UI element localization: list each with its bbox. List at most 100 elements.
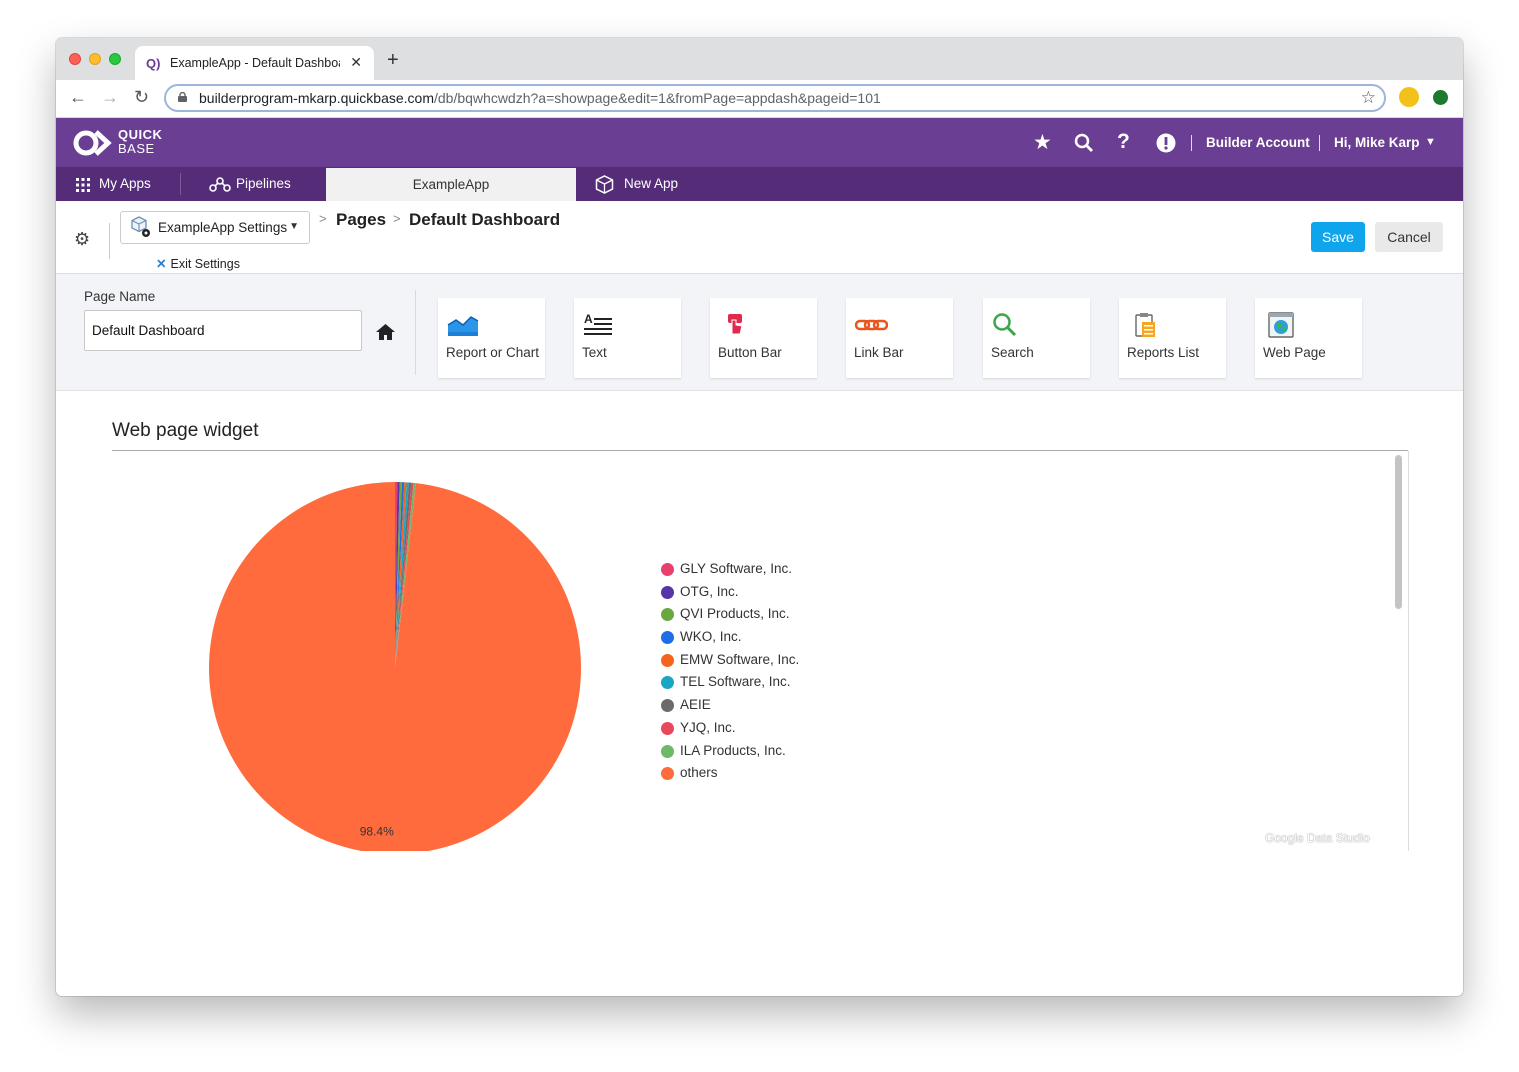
nav-new-app[interactable]: New App — [624, 176, 679, 191]
minimize-window-button[interactable] — [89, 53, 101, 65]
tab-strip: Q) ExampleApp - Default Dashboard ✕ + — [56, 38, 1463, 80]
button-bar-icon — [728, 314, 743, 335]
apps-grid-icon — [76, 178, 90, 192]
page-name-value: Default Dashboard — [92, 323, 205, 338]
legend-label: OTG, Inc. — [680, 583, 739, 599]
exit-settings-link[interactable]: ✕ Exit Settings — [156, 256, 240, 271]
widget-label: Text — [582, 345, 607, 360]
user-menu-caret-icon[interactable]: ▼ — [1425, 136, 1436, 148]
close-window-button[interactable] — [69, 53, 81, 65]
widget-text[interactable]: A Text — [574, 298, 681, 378]
web-page-frame: 98.4% GLY Software, Inc. OTG, Inc. QVI Pro… — [112, 451, 1409, 851]
pipelines-icon — [209, 177, 231, 192]
page-name-label: Page Name — [84, 289, 156, 304]
settings-bar: ⚙ ExampleApp Settings ▼ ✕ Exit Settings >… — [56, 201, 1463, 274]
widget-button-bar[interactable]: Button Bar — [710, 298, 817, 378]
address-bar[interactable]: builderprogram-mkarp.quickbase.com/db/bq… — [164, 84, 1386, 112]
browser-toolbar: ← → ↻ builderprogram-mkarp.quickbase.com… — [56, 80, 1463, 118]
legend-swatch — [661, 699, 674, 713]
lock-icon — [178, 92, 187, 102]
app-header: QUICK BASE ★ ? Builder Account Hi, Mike … — [56, 118, 1463, 167]
pie-slice[interactable] — [395, 482, 407, 668]
breadcrumb-pages[interactable]: Pages — [336, 210, 387, 229]
forward-icon[interactable]: → — [101, 87, 119, 107]
tab-title: ExampleApp - Default Dashboard — [170, 56, 340, 70]
pie-slice[interactable] — [395, 482, 412, 668]
pie-chart: 98.4% — [209, 482, 581, 851]
breadcrumb-chevron-icon: > — [319, 211, 327, 226]
maximize-window-button[interactable] — [109, 53, 121, 65]
browser-tab[interactable]: Q) ExampleApp - Default Dashboard ✕ — [135, 46, 374, 80]
back-icon[interactable]: ← — [69, 87, 87, 107]
legend-label: EMW Software, Inc. — [680, 651, 800, 667]
legend-swatch — [661, 563, 674, 576]
pie-slice[interactable] — [395, 482, 402, 668]
nav-active-app[interactable]: ExampleApp — [326, 168, 576, 201]
reload-icon[interactable]: ↻ — [134, 87, 150, 107]
cancel-button[interactable]: Cancel — [1375, 222, 1443, 252]
widget-link-bar[interactable]: Link Bar — [846, 298, 953, 378]
google-data-studio-watermark: Google Data Studio — [1265, 831, 1370, 845]
settings-divider — [109, 223, 110, 259]
svg-text:A: A — [584, 312, 593, 326]
page-name-input[interactable]: Default Dashboard — [84, 310, 362, 351]
widget-label: Search — [991, 345, 1034, 360]
close-x-icon: ✕ — [156, 257, 167, 271]
app-settings-dropdown[interactable]: ExampleApp Settings ▼ — [120, 211, 310, 244]
widget-title: Web page widget — [112, 420, 259, 441]
pie-slice[interactable] — [395, 482, 416, 668]
logo-line1: QUICK — [118, 127, 163, 142]
pie-slice[interactable] — [395, 482, 409, 668]
widget-search[interactable]: Search — [983, 298, 1090, 378]
widget-label: Report or Chart — [446, 345, 540, 360]
browser-window: Q) ExampleApp - Default Dashboard ✕ + ← … — [56, 38, 1463, 996]
widget-label: Button Bar — [718, 345, 782, 360]
gear-icon[interactable]: ⚙ — [74, 229, 91, 249]
favorites-star-icon[interactable]: ★ — [1033, 131, 1052, 154]
search-icon[interactable] — [1074, 133, 1094, 153]
legend-swatch — [661, 608, 674, 622]
url-path: /db/bqwhcwdzh?a=showpage&edit=1&fromPage… — [434, 90, 881, 106]
legend-label: others — [680, 765, 718, 781]
extension-icon[interactable] — [1399, 87, 1419, 107]
quickbase-logo-icon[interactable] — [72, 128, 112, 158]
legend-label: TEL Software, Inc. — [680, 674, 791, 690]
text-icon: A — [584, 312, 612, 335]
extension-upload-icon[interactable] — [1433, 90, 1448, 105]
legend-label: WKO, Inc. — [680, 629, 742, 645]
widget-report-or-chart[interactable]: Report or Chart — [438, 298, 545, 378]
pie-slice[interactable] — [209, 482, 581, 851]
new-tab-icon[interactable]: + — [387, 49, 399, 71]
legend-label: AEIE — [680, 697, 711, 713]
url-text: builderprogram-mkarp.quickbase.com/db/bq… — [199, 90, 881, 106]
builder-account-link[interactable]: Builder Account — [1206, 135, 1310, 150]
reports-list-icon — [1135, 313, 1155, 337]
widget-reports-list[interactable]: Reports List — [1119, 298, 1226, 378]
app-settings-cube-icon — [131, 216, 150, 237]
nav-my-apps[interactable]: My Apps — [99, 176, 151, 191]
frame-scrollbar[interactable] — [1395, 455, 1402, 609]
legend-swatch — [661, 585, 674, 599]
close-tab-icon[interactable]: ✕ — [350, 54, 362, 70]
pie-slice[interactable] — [395, 482, 398, 668]
pie-slice[interactable] — [395, 482, 400, 668]
user-menu[interactable]: Hi, Mike Karp — [1334, 135, 1420, 150]
alert-icon[interactable] — [1156, 133, 1176, 153]
report-chart-icon — [447, 316, 479, 336]
help-icon[interactable]: ? — [1117, 130, 1130, 153]
bookmark-star-icon[interactable]: ☆ — [1360, 88, 1376, 107]
nav-pipelines[interactable]: Pipelines — [236, 176, 291, 191]
widget-web-page[interactable]: Web Page — [1255, 298, 1362, 378]
widget-palette: Page Name Default Dashboard Report or Ch… — [56, 274, 1463, 391]
save-button[interactable]: Save — [1311, 222, 1365, 252]
url-host: builderprogram-mkarp.quickbase.com — [199, 90, 434, 106]
legend-label: YJQ, Inc. — [680, 719, 736, 735]
legend-swatch — [661, 721, 674, 735]
pie-slice[interactable] — [395, 482, 414, 668]
app-nav-bar: My Apps Pipelines ExampleApp New App — [56, 167, 1463, 201]
chevron-down-icon: ▼ — [289, 221, 299, 232]
home-icon[interactable] — [376, 324, 395, 340]
widget-label: Reports List — [1127, 345, 1200, 360]
pie-slice[interactable] — [395, 482, 405, 668]
header-divider — [1191, 135, 1192, 151]
